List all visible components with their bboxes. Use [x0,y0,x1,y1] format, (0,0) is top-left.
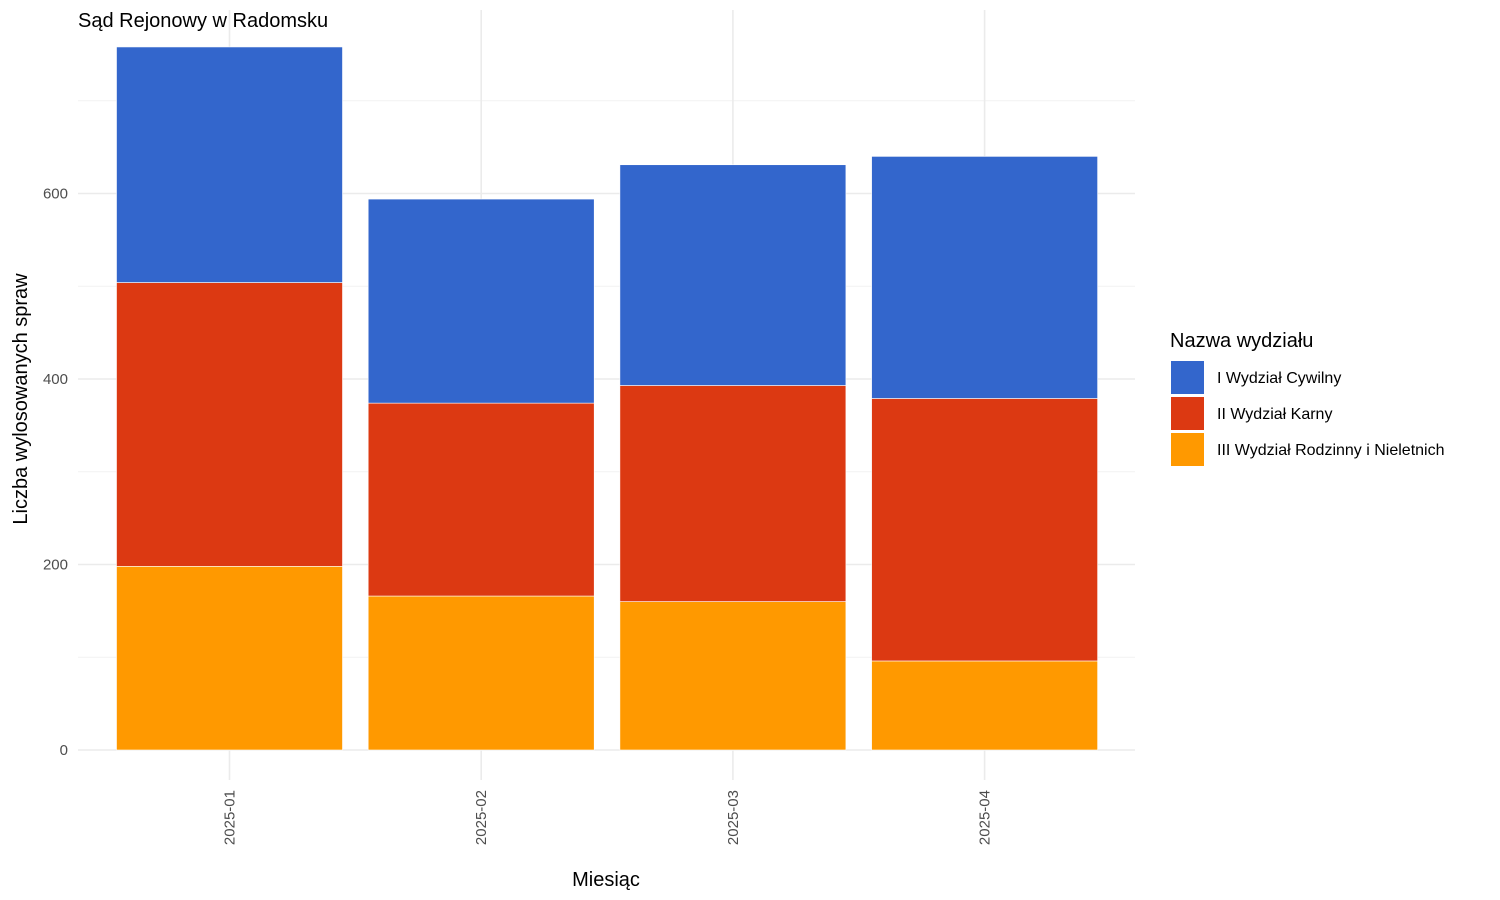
bar-segment [619,601,847,751]
x-axis-ticks: 2025-01 2025-02 2025-03 2025-04 [222,790,994,845]
x-tick-label: 2025-03 [725,790,742,845]
bar-segment [619,385,847,602]
legend-label: I Wydział Cywilny [1217,370,1341,387]
bar-segment [367,595,595,751]
legend: Nazwa wydziału I Wydział Cywilny II Wydzi… [1170,330,1445,466]
bar-segment [116,282,343,567]
bar-segment [116,46,343,283]
bar-segment [871,398,1098,662]
bar-segment [619,164,847,386]
x-tick-label: 2025-01 [222,790,239,845]
legend-title: Nazwa wydziału [1170,330,1313,352]
bar-segment [871,156,1098,399]
legend-swatch [1171,361,1204,394]
chart-title: Sąd Rejonowy w Radomsku [78,10,328,32]
bar-segment [367,402,595,597]
bars [116,46,1098,751]
bar-segment [367,198,595,404]
y-tick-label: 600 [43,186,68,203]
y-axis-title: Liczba wylosowanych spraw [10,273,32,525]
y-axis-ticks: 0 200 400 600 [43,186,68,760]
legend-label: II Wydział Karny [1217,406,1332,423]
y-tick-label: 200 [43,557,68,574]
bar-segment [116,566,343,751]
x-tick-label: 2025-04 [977,790,994,845]
bar-segment [871,660,1098,751]
x-axis-title: Miesiąc [572,869,640,891]
x-tick-label: 2025-02 [473,790,490,845]
y-tick-label: 400 [43,371,68,388]
y-tick-label: 0 [60,742,68,759]
legend-swatch [1171,433,1204,466]
legend-swatch [1171,397,1204,430]
legend-label: III Wydział Rodzinny i Nieletnich [1217,442,1445,459]
